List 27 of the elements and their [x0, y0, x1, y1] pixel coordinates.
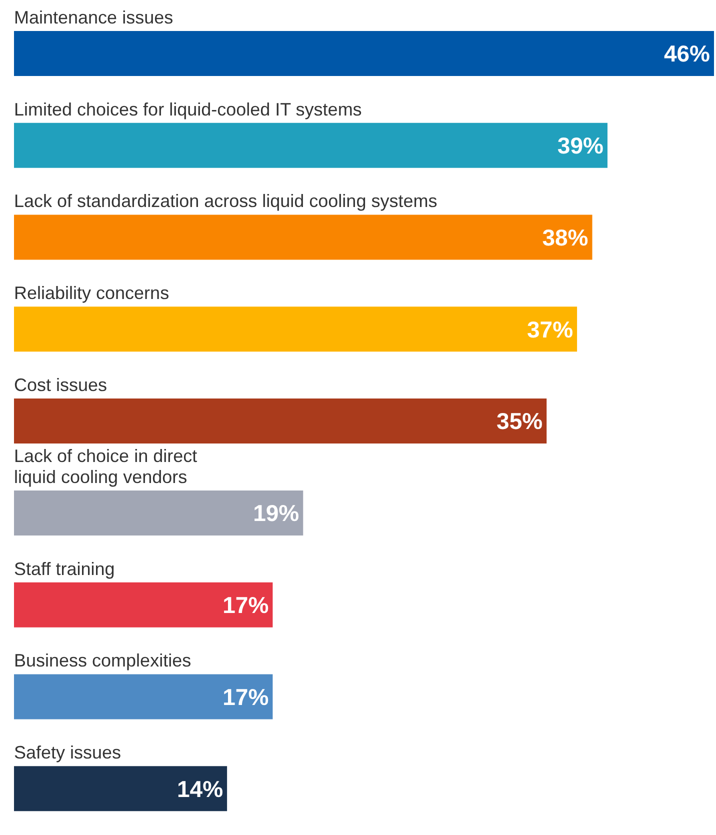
y-tick-label: Staff training [14, 558, 115, 579]
y-tick-label: Lack of choice in direct liquid cooling vendors [14, 446, 198, 487]
data-label: 14% [176, 776, 224, 802]
y-tick-label: Safety issues [14, 742, 122, 763]
bar [14, 582, 273, 628]
bar [14, 306, 578, 352]
data-label: 17% [222, 592, 269, 618]
data-label: 38% [542, 224, 588, 250]
y-tick-label: Business complexities [14, 650, 192, 671]
bar [14, 674, 273, 720]
bar [14, 490, 304, 536]
data-label: 39% [557, 132, 604, 159]
y-tick-label: Cost issues [14, 375, 108, 395]
data-label: 19% [253, 500, 300, 526]
data-label: 46% [664, 40, 710, 67]
y-tick-label: Lack of standardization across liquid cooling systems [14, 191, 438, 212]
y-tick-label: Maintenance issues [14, 7, 174, 28]
bar [14, 766, 228, 812]
bar [14, 214, 592, 260]
bar [14, 122, 608, 168]
bar [14, 31, 714, 76]
y-tick-label: Reliability concerns [14, 283, 170, 304]
y-tick-label: Limited choices for liquid-cooled IT systems [14, 99, 362, 120]
data-label: 37% [526, 316, 574, 342]
bar [14, 398, 547, 444]
data-label: 17% [222, 684, 269, 710]
data-label: 35% [496, 408, 543, 434]
